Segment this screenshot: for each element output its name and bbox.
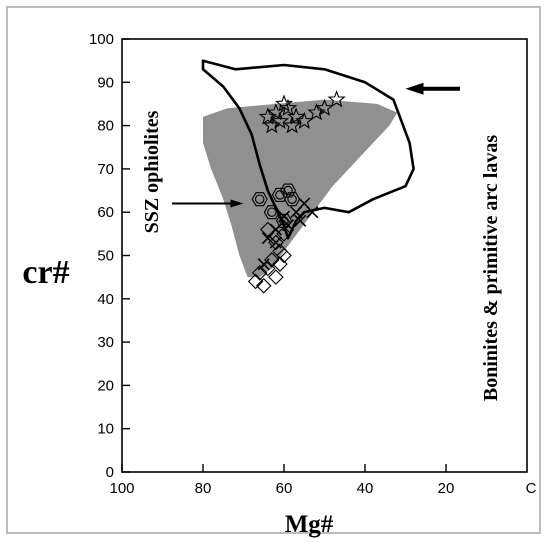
star-marker	[315, 98, 334, 117]
diamond-marker	[255, 278, 272, 294]
y-tick-label: 70	[97, 161, 114, 178]
points-layer	[247, 90, 346, 294]
diamond-marker	[260, 221, 276, 238]
y-tick-label: 40	[97, 291, 114, 308]
x-axis-title: Mg#	[285, 511, 334, 538]
diamond-marker	[276, 226, 292, 242]
diamond-marker	[276, 247, 292, 264]
boninites-label: Boninites & primitive arc lavas	[480, 135, 502, 401]
cross-marker	[281, 219, 295, 232]
star-marker	[278, 98, 298, 117]
hexagon-marker	[263, 205, 281, 220]
y-tick-label: 0	[106, 464, 114, 481]
diamond-marker	[251, 265, 268, 281]
hexagon-inner	[267, 207, 277, 217]
x-tick-label: 60	[276, 480, 293, 497]
star-marker	[274, 94, 294, 112]
star-marker	[266, 103, 285, 121]
star-marker	[307, 103, 326, 121]
x-tick-label: 40	[357, 480, 374, 497]
star-marker	[287, 107, 306, 125]
cross-marker	[294, 214, 307, 227]
x-tick-label: 20	[438, 480, 455, 497]
diamond-marker	[247, 273, 264, 290]
diamond-marker	[272, 256, 288, 272]
hexagon-inner	[283, 185, 293, 196]
y-tick-label: 30	[97, 334, 114, 351]
outer-border	[6, 6, 541, 534]
annotations-layer: SSZ ophiolites Boninites & primitive arc …	[141, 82, 502, 401]
y-tick-label: 80	[97, 118, 114, 135]
y-tick-label: 90	[97, 74, 114, 91]
diamond-marker	[264, 252, 280, 268]
diamond-marker	[268, 234, 284, 251]
x-tick-label: C	[526, 480, 537, 497]
hexagon-outline	[251, 192, 268, 207]
diamond-marker	[268, 269, 284, 285]
ssz-ophiolites-field	[203, 99, 398, 278]
hexagon-outline	[279, 183, 297, 198]
y-tick-label: 60	[97, 204, 114, 221]
star-marker	[283, 116, 302, 134]
y-axis-title: cr#	[22, 254, 69, 291]
hexagon-marker	[279, 183, 297, 198]
cross-marker	[257, 258, 270, 271]
x-tick-label: 80	[195, 480, 212, 497]
hexagon-outline	[263, 205, 281, 220]
boninites-arrow-head	[405, 82, 424, 95]
hexagon-outline	[271, 187, 289, 202]
hexagon-inner	[287, 194, 297, 204]
star-marker	[327, 90, 346, 108]
hexagon-outline	[283, 192, 301, 207]
cross-marker	[306, 206, 319, 219]
star-marker	[270, 111, 290, 129]
y-tick-label: 100	[89, 31, 114, 48]
x-tick-label: 100	[109, 480, 134, 497]
star-marker	[295, 111, 314, 129]
cross-marker	[277, 210, 291, 223]
hexagon-inner	[254, 194, 265, 204]
ssz-ophiolites-arrow-head	[230, 199, 244, 208]
y-tick-label: 50	[97, 248, 114, 265]
ticks-layer: 0 10 20 30 40 50 60 70 80 90 100 100 80 60 40 20 C	[89, 31, 537, 497]
y-tick-label: 20	[97, 377, 114, 394]
hexagon-marker	[283, 192, 301, 207]
hexagon-outline	[275, 213, 293, 228]
cross-marker	[261, 232, 274, 245]
y-tick-label: 10	[97, 421, 114, 438]
ssz-ophiolites-label: SSZ ophiolites	[141, 110, 163, 233]
star-marker	[258, 107, 277, 125]
hexagon-marker	[251, 192, 268, 207]
star-marker	[262, 116, 281, 134]
